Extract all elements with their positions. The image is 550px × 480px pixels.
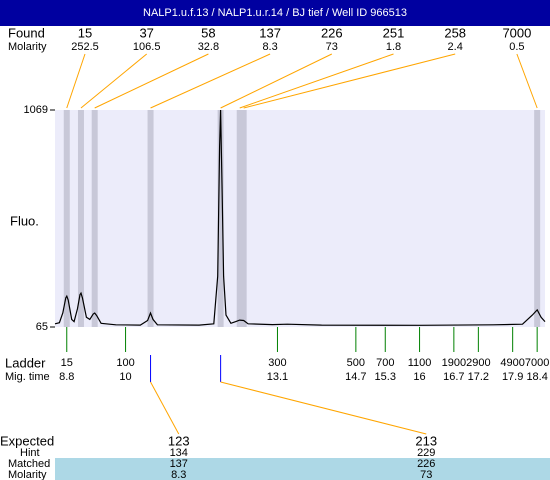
plot-area — [55, 110, 545, 327]
trace — [54, 109, 546, 326]
hint-value: 134 — [170, 447, 188, 459]
mig-time-label: Mig. time — [5, 371, 50, 383]
peak-band — [77, 110, 84, 327]
expected-value: 123 — [168, 433, 190, 448]
expected-row-label: Molarity — [8, 469, 47, 480]
ladder-time: 18.4 — [526, 371, 547, 383]
ladder-time: 8.8 — [59, 371, 74, 383]
found-label: Found — [8, 25, 45, 40]
ladder-time: 15.3 — [375, 371, 396, 383]
ladder-time: 10 — [119, 371, 131, 383]
ladder-time: 14.7 — [345, 371, 366, 383]
found-size: 251 — [383, 25, 405, 40]
ladder-size: 2900 — [466, 357, 490, 369]
y-tick-label: 1069 — [24, 104, 48, 116]
ladder-time: 17.2 — [468, 371, 489, 383]
ladder-time: 17.9 — [502, 371, 523, 383]
expected-row-label: Expected — [0, 433, 54, 448]
ladder-size: 500 — [347, 357, 365, 369]
ladder-size: 300 — [268, 357, 286, 369]
peak-connector — [220, 53, 333, 109]
found-size: 226 — [321, 25, 343, 40]
ladder-size: 4900 — [500, 357, 524, 369]
molarity-label: Molarity — [8, 41, 47, 53]
ladder-size: 7000 — [525, 357, 549, 369]
ladder-size: 15 — [61, 357, 73, 369]
found-size: 137 — [259, 25, 281, 40]
found-molarity: 1.8 — [386, 41, 401, 53]
found-molarity: 252.5 — [71, 41, 99, 53]
ladder-size: 1100 — [408, 357, 432, 369]
expected-connector — [220, 381, 427, 435]
peak-band — [63, 110, 70, 327]
peak-band — [91, 110, 98, 327]
found-size: 7000 — [502, 25, 531, 40]
ladder-size: 700 — [376, 357, 394, 369]
header-bar — [0, 0, 550, 26]
ladder-time: 16 — [413, 371, 425, 383]
expected-connector — [150, 381, 180, 435]
matched-value: 137 — [170, 458, 188, 470]
peak-connector — [80, 53, 148, 109]
found-molarity: 32.8 — [198, 41, 219, 53]
peak-band — [534, 110, 541, 327]
peak-connector — [94, 53, 209, 109]
peak-connector — [239, 53, 394, 109]
header-title: NALP1.u.f.13 / NALP1.u.r.14 / BJ tief / … — [143, 7, 407, 19]
peak-band — [147, 110, 154, 327]
peak-band — [236, 110, 243, 327]
peak-band — [240, 110, 247, 327]
matched-row-bg — [55, 458, 550, 469]
peak-connector — [516, 53, 538, 109]
ladder-time: 13.1 — [267, 371, 288, 383]
hint-value: 229 — [417, 447, 435, 459]
ladder-size: 100 — [116, 357, 134, 369]
found-size: 37 — [139, 25, 153, 40]
y-tick-label: 65 — [36, 321, 48, 333]
ladder-time: 16.7 — [443, 371, 464, 383]
expected-value: 213 — [415, 433, 437, 448]
matched-value: 226 — [417, 458, 435, 470]
found-molarity: 0.5 — [509, 41, 524, 53]
molarity-value: 73 — [420, 469, 432, 480]
peak-connector — [243, 53, 456, 109]
y-axis-label: Fluo. — [10, 213, 39, 228]
found-size: 15 — [78, 25, 92, 40]
found-size: 258 — [444, 25, 466, 40]
found-molarity: 2.4 — [448, 41, 463, 53]
peak-band — [217, 110, 224, 327]
peak-connector — [66, 53, 86, 109]
found-molarity: 106.5 — [133, 41, 161, 53]
molarity-value: 8.3 — [171, 469, 186, 480]
found-size: 58 — [201, 25, 215, 40]
ladder-size: 1900 — [442, 357, 466, 369]
expected-row-label: Hint — [20, 447, 40, 459]
peak-connector — [150, 53, 271, 109]
molarity-row-bg — [55, 469, 550, 480]
found-molarity: 8.3 — [262, 41, 277, 53]
expected-row-label: Matched — [8, 458, 50, 470]
found-molarity: 73 — [326, 41, 338, 53]
ladder-label: Ladder — [5, 355, 46, 370]
